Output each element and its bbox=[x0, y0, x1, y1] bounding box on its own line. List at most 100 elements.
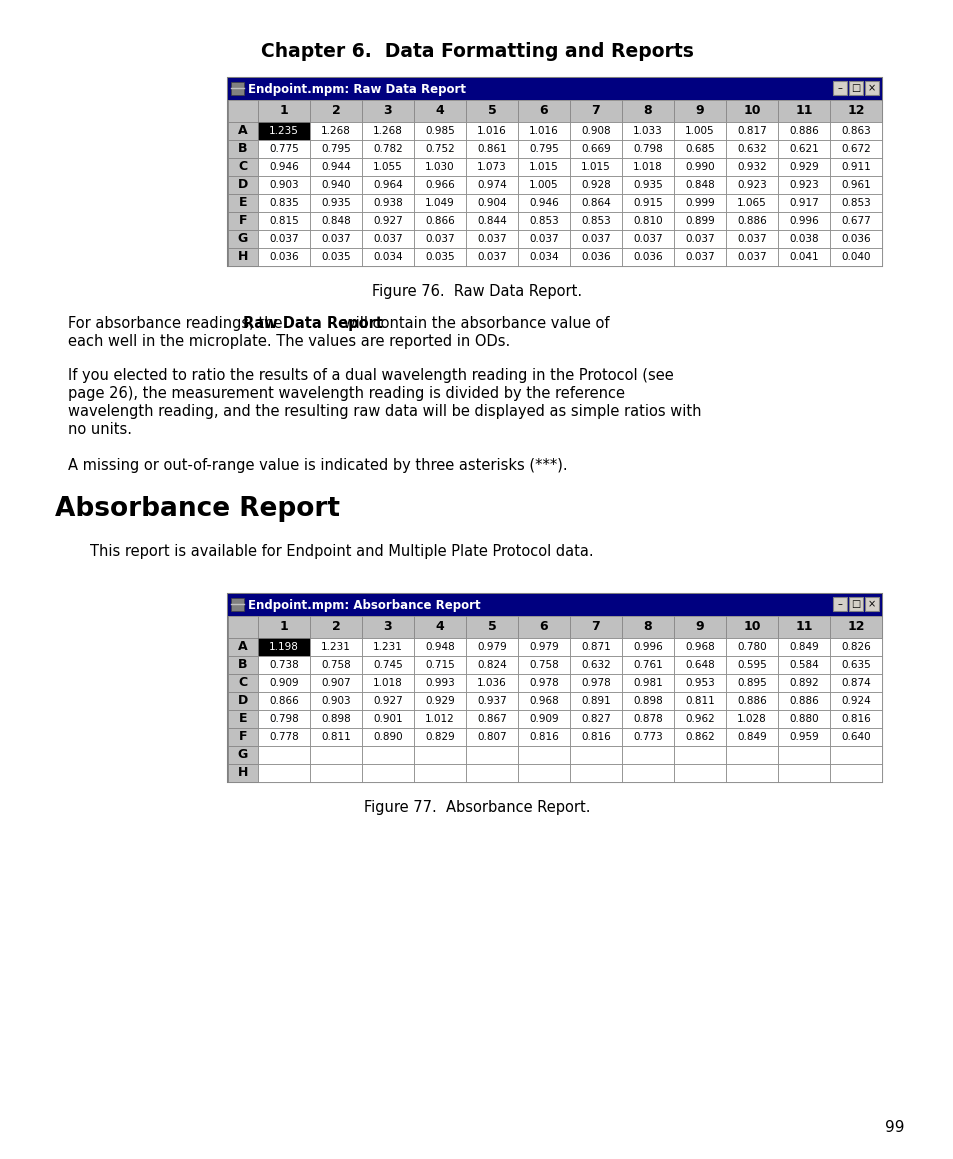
Text: Absorbance Report: Absorbance Report bbox=[55, 496, 339, 522]
Bar bbox=[361, 100, 414, 122]
Bar bbox=[414, 176, 465, 194]
Text: 0.853: 0.853 bbox=[580, 216, 610, 226]
Bar bbox=[621, 710, 673, 728]
Bar bbox=[778, 176, 829, 194]
Bar bbox=[569, 637, 621, 656]
Text: 0.798: 0.798 bbox=[269, 714, 298, 724]
Text: 5: 5 bbox=[487, 620, 496, 634]
Text: 0.999: 0.999 bbox=[684, 198, 714, 207]
Text: page 26), the measurement wavelength reading is divided by the reference: page 26), the measurement wavelength rea… bbox=[68, 386, 624, 401]
Bar bbox=[778, 710, 829, 728]
Text: 0.034: 0.034 bbox=[373, 252, 402, 262]
Text: 0.990: 0.990 bbox=[684, 162, 714, 172]
Bar bbox=[228, 595, 882, 615]
Bar bbox=[778, 746, 829, 764]
Text: 9: 9 bbox=[695, 104, 703, 117]
Bar bbox=[621, 656, 673, 675]
Bar bbox=[725, 692, 778, 710]
Bar bbox=[257, 229, 310, 248]
Bar bbox=[517, 212, 569, 229]
Text: 1.028: 1.028 bbox=[737, 714, 766, 724]
Bar bbox=[673, 194, 725, 212]
Text: 0.915: 0.915 bbox=[633, 198, 662, 207]
Bar bbox=[725, 710, 778, 728]
Bar bbox=[414, 122, 465, 140]
Bar bbox=[778, 212, 829, 229]
Text: 12: 12 bbox=[846, 620, 863, 634]
Bar bbox=[829, 637, 882, 656]
Bar bbox=[569, 764, 621, 782]
Text: 0.037: 0.037 bbox=[425, 234, 455, 245]
Bar bbox=[673, 637, 725, 656]
Bar bbox=[231, 598, 244, 611]
Bar bbox=[621, 194, 673, 212]
Bar bbox=[361, 615, 414, 637]
Bar bbox=[725, 158, 778, 176]
Text: 0.815: 0.815 bbox=[269, 216, 298, 226]
Text: 0.817: 0.817 bbox=[737, 126, 766, 136]
Text: 10: 10 bbox=[742, 620, 760, 634]
Text: 0.826: 0.826 bbox=[841, 642, 870, 653]
Text: 0.871: 0.871 bbox=[580, 642, 610, 653]
Text: 0.935: 0.935 bbox=[633, 180, 662, 190]
Bar bbox=[517, 100, 569, 122]
Bar bbox=[832, 81, 846, 95]
Bar bbox=[228, 122, 257, 140]
Bar bbox=[414, 728, 465, 746]
Bar bbox=[673, 615, 725, 637]
Text: 0.848: 0.848 bbox=[321, 216, 351, 226]
Text: no units.: no units. bbox=[68, 422, 132, 437]
Text: 0.773: 0.773 bbox=[633, 732, 662, 742]
Text: F: F bbox=[238, 214, 247, 227]
Text: 0.993: 0.993 bbox=[425, 678, 455, 688]
Bar bbox=[465, 122, 517, 140]
Text: 0.917: 0.917 bbox=[788, 198, 818, 207]
Text: 0.935: 0.935 bbox=[321, 198, 351, 207]
Text: 0.853: 0.853 bbox=[841, 198, 870, 207]
Text: Endpoint.mpm: Absorbance Report: Endpoint.mpm: Absorbance Report bbox=[248, 598, 480, 612]
Text: 0.866: 0.866 bbox=[269, 697, 298, 706]
Bar bbox=[228, 637, 257, 656]
Bar bbox=[414, 675, 465, 692]
Bar bbox=[569, 710, 621, 728]
Text: 3: 3 bbox=[383, 104, 392, 117]
Text: 1.049: 1.049 bbox=[425, 198, 455, 207]
Text: Raw Data Report: Raw Data Report bbox=[243, 316, 383, 331]
Text: 1.198: 1.198 bbox=[269, 642, 298, 653]
Text: 0.886: 0.886 bbox=[737, 216, 766, 226]
Bar bbox=[517, 229, 569, 248]
Text: 0.640: 0.640 bbox=[841, 732, 870, 742]
Bar bbox=[465, 637, 517, 656]
Bar bbox=[361, 746, 414, 764]
Bar bbox=[673, 176, 725, 194]
Text: 1: 1 bbox=[279, 104, 288, 117]
Bar bbox=[778, 100, 829, 122]
Text: 0.037: 0.037 bbox=[737, 252, 766, 262]
Bar bbox=[517, 194, 569, 212]
Bar bbox=[517, 140, 569, 158]
Bar bbox=[414, 158, 465, 176]
Text: 1.231: 1.231 bbox=[321, 642, 351, 653]
Bar bbox=[517, 656, 569, 675]
Text: 0.034: 0.034 bbox=[529, 252, 558, 262]
Text: 0.886: 0.886 bbox=[788, 126, 818, 136]
Text: 0.929: 0.929 bbox=[788, 162, 818, 172]
Bar bbox=[228, 746, 257, 764]
Bar bbox=[829, 158, 882, 176]
Bar bbox=[228, 710, 257, 728]
Text: 0.715: 0.715 bbox=[425, 659, 455, 670]
Bar bbox=[517, 248, 569, 267]
Text: 1.073: 1.073 bbox=[476, 162, 506, 172]
Text: 7: 7 bbox=[591, 620, 599, 634]
Bar bbox=[361, 176, 414, 194]
Text: 5: 5 bbox=[487, 104, 496, 117]
Text: 1.012: 1.012 bbox=[425, 714, 455, 724]
Bar bbox=[414, 229, 465, 248]
Text: 0.861: 0.861 bbox=[476, 144, 506, 154]
Text: E: E bbox=[238, 197, 247, 210]
Bar bbox=[778, 728, 829, 746]
Bar bbox=[414, 194, 465, 212]
Bar bbox=[465, 692, 517, 710]
Text: 0.584: 0.584 bbox=[788, 659, 818, 670]
Bar bbox=[778, 656, 829, 675]
